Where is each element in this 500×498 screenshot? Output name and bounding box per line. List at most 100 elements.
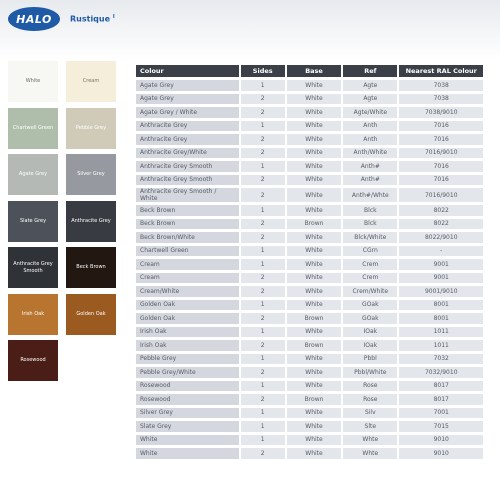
table-cell: Irish Oak — [136, 340, 239, 351]
table-body: Agate Grey 1 White Agte 7038 Agate Grey 2 White… — [136, 80, 483, 459]
table-row: Anthracite Grey Smooth 1 White Anth# 7016 — [136, 161, 483, 172]
table-cell: 2 — [240, 134, 285, 145]
table-cell: White — [286, 259, 342, 270]
table-cell: Crem/White — [343, 286, 398, 297]
table-cell: 1 — [240, 421, 285, 432]
colour-swatch: Slate Grey — [8, 200, 58, 242]
table-row: Beck Brown 2 Brown Blck 8022 — [136, 218, 483, 229]
table-row: Rosewood 2 Brown Rose 8017 — [136, 394, 483, 405]
colour-swatch: Silver Grey — [66, 154, 116, 195]
table-row: Golden Oak 1 White GOak 8001 — [136, 299, 483, 310]
table-row: Beck Brown 1 White Blck 8022 — [136, 205, 483, 216]
table-cell: White — [286, 205, 342, 216]
page-title-mark: I — [112, 14, 115, 20]
table-cell: Golden Oak — [136, 313, 239, 324]
table-cell: Agate Grey / White — [136, 107, 239, 118]
table-cell: CGrn — [343, 245, 398, 256]
table-cell: IOak — [343, 326, 398, 337]
table-row: Pebble Grey 1 White Pbbl 7032 — [136, 353, 483, 364]
table-cell: 7038/9010 — [399, 107, 483, 118]
table-cell: White — [286, 188, 342, 202]
table-cell: 9001 — [399, 272, 483, 283]
table-cell: Anthracite Grey Smooth — [136, 161, 239, 172]
table-cell: 1 — [240, 80, 285, 91]
table-cell: Crem — [343, 272, 398, 283]
table-cell: White — [286, 120, 342, 131]
table-cell: 2 — [240, 272, 285, 283]
table-cell: Anthracite Grey/White — [136, 147, 239, 158]
table-cell: 9001/9010 — [399, 286, 483, 297]
table-cell: Whte — [343, 448, 398, 459]
table-cell: Pebble Grey/White — [136, 367, 239, 378]
table-row: Anthracite Grey 1 White Anth 7016 — [136, 120, 483, 131]
table-row: Rosewood 1 White Rose 8017 — [136, 380, 483, 391]
table-cell: 7016 — [399, 161, 483, 172]
colour-table: Colour Sides Base Ref Nearest RAL Colour Aga… — [134, 62, 485, 462]
table-cell: Silver Grey — [136, 407, 239, 418]
table-cell: Anthracite Grey Smooth / White — [136, 188, 239, 202]
table-cell: 2 — [240, 232, 285, 243]
table-cell: Beck Brown/White — [136, 232, 239, 243]
table-cell: Anth#/Whte — [343, 188, 398, 202]
column-header: Sides — [240, 65, 285, 77]
table-cell: White — [286, 448, 342, 459]
table-cell: Blck — [343, 218, 398, 229]
table-row: Cream 1 White Crem 9001 — [136, 259, 483, 270]
table-cell: White — [136, 434, 239, 445]
table-cell: 1 — [240, 407, 285, 418]
table-cell: White — [286, 232, 342, 243]
table-cell: 1011 — [399, 326, 483, 337]
halo-logo[interactable]: HALO — [8, 7, 60, 31]
table-cell: Anthracite Grey Smooth — [136, 174, 239, 185]
table-cell: Brown — [286, 394, 342, 405]
page-title-text: Rustique — [70, 14, 111, 24]
table-cell: 7016/9010 — [399, 188, 483, 202]
table-cell: Beck Brown — [136, 218, 239, 229]
table-cell: White — [286, 174, 342, 185]
table-cell: Agte — [343, 80, 398, 91]
table-row: White 1 White Whte 9010 — [136, 434, 483, 445]
table-row: Pebble Grey/White 2 White Pbbl/White 7032/90… — [136, 367, 483, 378]
table-row: Golden Oak 2 Brown GOak 8001 — [136, 313, 483, 324]
table-cell: 8022 — [399, 218, 483, 229]
table-row: Cream/White 2 White Crem/White 9001/9010 — [136, 286, 483, 297]
table-cell: White — [286, 134, 342, 145]
table-cell: Pbbl — [343, 353, 398, 364]
table-cell: 9001 — [399, 259, 483, 270]
table-cell: White — [286, 367, 342, 378]
table-cell: White — [286, 380, 342, 391]
table-cell: 1 — [240, 326, 285, 337]
column-header: Colour — [136, 65, 239, 77]
table-cell: 2 — [240, 218, 285, 229]
table-cell: 8017 — [399, 380, 483, 391]
table-cell: Cream — [136, 259, 239, 270]
table-cell: 7038 — [399, 93, 483, 104]
table-cell: 1 — [240, 205, 285, 216]
table-row: Agate Grey 2 White Agte 7038 — [136, 93, 483, 104]
table-row: Anthracite Grey/White 2 White Anth/White 701… — [136, 147, 483, 158]
table-cell: Rosewood — [136, 394, 239, 405]
table-cell: White — [286, 326, 342, 337]
colour-swatch: Beck Brown — [66, 247, 116, 288]
table-cell: White — [286, 245, 342, 256]
colour-swatch: Rosewood — [8, 340, 58, 381]
table-row: Chartwell Green 1 White CGrn - — [136, 245, 483, 256]
colour-swatch: Anthracite Grey Smooth — [8, 247, 58, 288]
table-cell: Agate Grey — [136, 93, 239, 104]
table-row: Anthracite Grey 2 White Anth 7016 — [136, 134, 483, 145]
table-row: Slate Grey 1 White Slte 7015 — [136, 421, 483, 432]
table-cell: White — [286, 421, 342, 432]
table-cell: 8022/9010 — [399, 232, 483, 243]
table-cell: Anth# — [343, 174, 398, 185]
table-cell: 7032/9010 — [399, 367, 483, 378]
colour-swatch: Anthracite Grey — [66, 200, 116, 242]
table-cell: Agte — [343, 93, 398, 104]
table-cell: Cream — [136, 272, 239, 283]
page-title: Rustique I — [70, 14, 115, 24]
table-cell: Irish Oak — [136, 326, 239, 337]
table-cell: 1 — [240, 161, 285, 172]
table-cell: 8017 — [399, 394, 483, 405]
table-cell: White — [286, 286, 342, 297]
table-row: Agate Grey 1 White Agte 7038 — [136, 80, 483, 91]
table-cell: Blck/White — [343, 232, 398, 243]
